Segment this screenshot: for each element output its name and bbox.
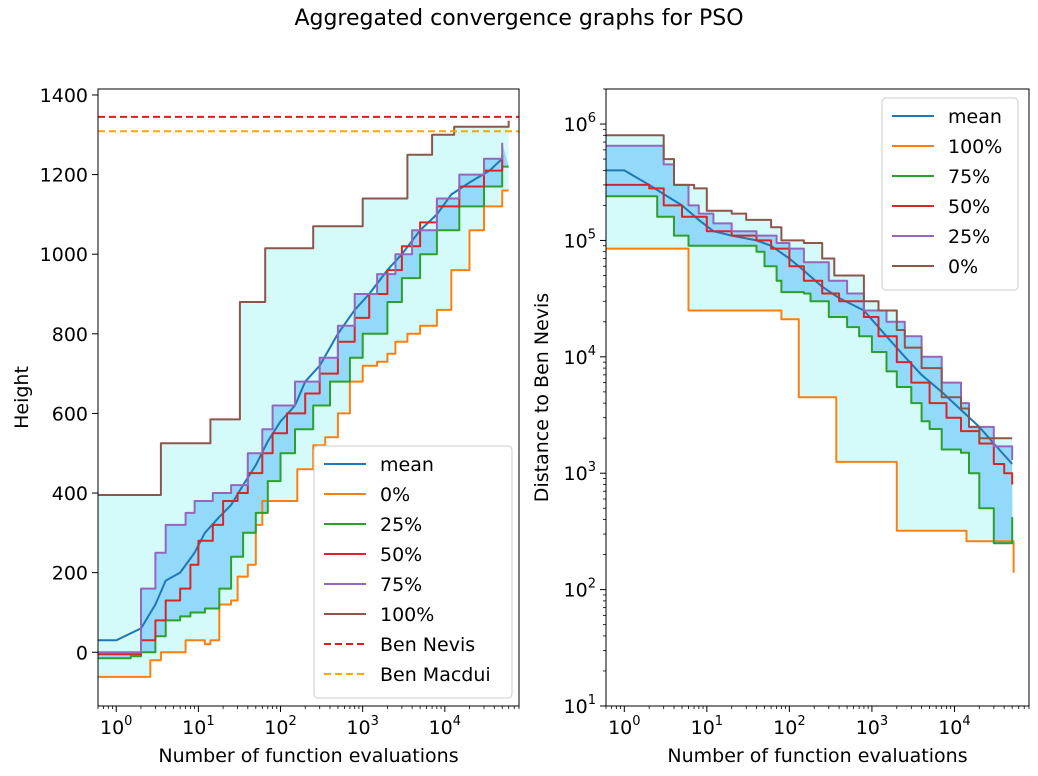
- y-tick-label: 800: [52, 324, 88, 346]
- legend-box: [313, 445, 513, 699]
- legend-label-50pct: 50%: [948, 196, 990, 218]
- series-line-50pct: [98, 154, 504, 656]
- legend-label-mean: mean: [948, 106, 1002, 128]
- legend-label-ben-macdui: Ben Macdui: [380, 664, 491, 686]
- legend-label-75pct: 75%: [948, 166, 990, 188]
- x-tick-label: 100: [608, 714, 640, 739]
- y-tick-label: 200: [52, 563, 88, 585]
- series-line-50pct: [606, 183, 1014, 485]
- y-axis-label: Height: [11, 366, 33, 429]
- x-axis-label: Number of function evaluations: [158, 745, 458, 767]
- legend-label-0pct: 0%: [380, 484, 410, 506]
- band-25pct-75pct: [98, 142, 509, 659]
- series-line-75pct: [98, 142, 504, 654]
- x-tick-label: 104: [429, 714, 461, 739]
- legend-label-25pct: 25%: [948, 226, 990, 248]
- legend-label-ben-nevis: Ben Nevis: [380, 634, 475, 656]
- x-tick-label: 104: [938, 714, 970, 739]
- y-tick-label: 101: [564, 693, 596, 718]
- legend-label-100pct: 100%: [380, 604, 434, 626]
- x-tick-label: 103: [856, 714, 888, 739]
- x-tick-label: 102: [264, 714, 296, 739]
- y-tick-label: 102: [564, 577, 596, 602]
- series-line-75pct: [606, 195, 1014, 545]
- plot-area: [606, 134, 1015, 573]
- y-axis-label: Distance to Ben Nevis: [531, 293, 553, 502]
- x-tick-label: 103: [346, 714, 378, 739]
- axes-frame: [605, 88, 1030, 707]
- series-line-0pct: [606, 134, 1013, 440]
- legend-label-100pct: 100%: [948, 136, 1002, 158]
- legend-label-0pct: 0%: [948, 256, 978, 278]
- y-tick-label: 1000: [40, 244, 88, 266]
- legend-label-50pct: 50%: [380, 544, 422, 566]
- y-tick-label: 400: [52, 483, 88, 505]
- y-tick-label: 104: [564, 344, 596, 369]
- legend-label-mean: mean: [380, 454, 434, 476]
- legend: mean 0% 25% 50% 75% 100% Ben Nevis Ben Macdui: [313, 445, 513, 699]
- x-axis-label: Number of function evaluations: [667, 745, 967, 767]
- series-line-100pct: [606, 247, 1015, 573]
- series-line-25pct: [606, 144, 1014, 460]
- x-tick-label: 102: [773, 714, 805, 739]
- series-line-100pct: [98, 120, 510, 496]
- x-tick-label: 101: [691, 714, 723, 739]
- y-tick-label: 105: [564, 227, 596, 252]
- figure-title: Aggregated convergence graphs for PSO: [294, 6, 744, 31]
- y-tick-label: 103: [564, 460, 596, 485]
- axes-frame: [97, 88, 520, 707]
- plot-area: [98, 115, 519, 678]
- y-tick-label: 600: [52, 403, 88, 425]
- series-line-0pct: [98, 189, 509, 678]
- height-chart: 100 101 102 103 104 0 200 400 600 800 1000 1200 1400…: [11, 85, 520, 767]
- y-tick-label: 1400: [40, 85, 88, 107]
- legend: mean 100% 75% 50% 25% 0%: [881, 97, 1019, 291]
- y-tick-label: 0: [76, 642, 88, 664]
- legend-label-75pct: 75%: [380, 574, 422, 596]
- x-tick-label: 101: [182, 714, 214, 739]
- series-line-25pct: [98, 165, 509, 660]
- legend-label-25pct: 25%: [380, 514, 422, 536]
- x-tick-label: 100: [100, 714, 132, 739]
- y-tick-label: 1200: [40, 165, 88, 187]
- y-tick-label: 106: [564, 111, 596, 136]
- distance-chart: 100 101 102 103 104 101 102 103 104 105 106 Number …: [531, 88, 1030, 767]
